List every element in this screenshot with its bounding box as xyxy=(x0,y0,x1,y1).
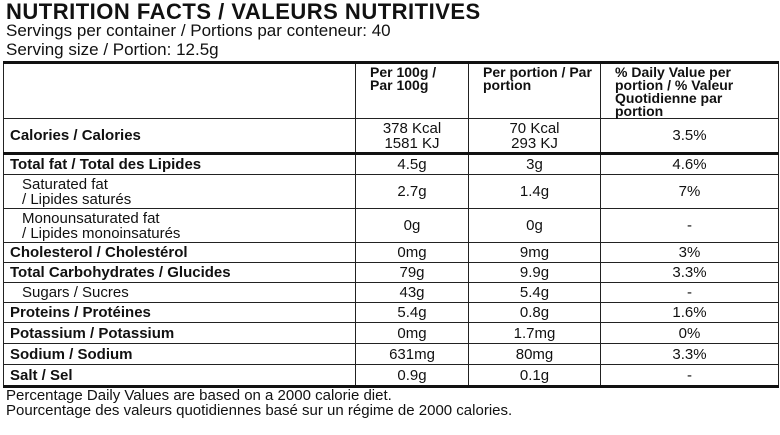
nutrient-row: Total Carbohydrates / Glucides 79g 9.9g 3.3… xyxy=(3,262,779,283)
value-cell: 70 Kcal 293 KJ xyxy=(468,118,601,154)
nutrition-table: Per 100g / Par 100g Per portion / Par por… xyxy=(3,61,779,388)
nutrient-label: Monounsaturated fat / Lipides monoinsatur… xyxy=(3,208,356,243)
cell-line: 70 Kcal xyxy=(509,119,560,137)
value-cell: 378 Kcal 1581 KJ xyxy=(355,118,469,154)
nutrient-row: Total fat / Total des Lipides 4.5g 3g 4.6% xyxy=(3,152,779,175)
nutrient-label: Calories / Calories xyxy=(3,118,356,154)
value-cell: 1.4g xyxy=(468,174,601,209)
value-cell: 1.6% xyxy=(600,302,779,323)
nutrient-label: Saturated fat / Lipides saturés xyxy=(3,174,356,209)
column-header: Per 100g / Par 100g xyxy=(355,62,469,119)
cell-line: 293 KJ xyxy=(511,134,558,152)
footer: Percentage Daily Values are based on a 2… xyxy=(6,388,512,418)
value-cell: 631mg xyxy=(355,343,469,365)
value-cell: 43g xyxy=(355,282,469,303)
nutrient-label: Potassium / Potassium xyxy=(3,322,356,344)
value-cell: 3% xyxy=(600,242,779,263)
value-cell: 0mg xyxy=(355,242,469,263)
nutrient-label: Sodium / Sodium xyxy=(3,343,356,365)
nutrient-label: Cholesterol / Cholestérol xyxy=(3,242,356,263)
value-cell: 1.7mg xyxy=(468,322,601,344)
cell-line: Saturated fat xyxy=(22,175,108,193)
value-cell: 9mg xyxy=(468,242,601,263)
value-cell: 3g xyxy=(468,152,601,175)
footer-line: Pourcentage des valeurs quotidiennes bas… xyxy=(6,402,513,419)
nutrient-row: Calories / Calories 378 Kcal 1581 KJ 70 Kca… xyxy=(3,118,779,154)
nutrient-row: Cholesterol / Cholestérol 0mg 9mg 3% xyxy=(3,242,779,263)
value-cell: 80mg xyxy=(468,343,601,365)
nutrient-row: Sodium / Sodium 631mg 80mg 3.3% xyxy=(3,343,779,365)
value-cell: 0% xyxy=(600,322,779,344)
cell-line: Monounsaturated fat xyxy=(22,209,160,227)
value-cell: 0.9g xyxy=(355,364,469,387)
value-cell: - xyxy=(600,364,779,387)
nutrient-label: Proteins / Protéines xyxy=(3,302,356,323)
value-cell: 0.1g xyxy=(468,364,601,387)
value-cell: 4.5g xyxy=(355,152,469,175)
value-cell: 3.5% xyxy=(600,118,779,154)
nutrient-label: Total Carbohydrates / Glucides xyxy=(3,262,356,283)
cell-line: 378 Kcal xyxy=(382,119,442,137)
title: NUTRITION FACTS / VALEURS NUTRITIVES xyxy=(6,0,481,24)
value-cell: 0g xyxy=(355,208,469,243)
value-cell: 9.9g xyxy=(468,262,601,283)
value-cell: 0g xyxy=(468,208,601,243)
header-row: Per 100g / Par 100g Per portion / Par por… xyxy=(3,62,779,119)
nutrient-row: Proteins / Protéines 5.4g 0.8g 1.6% xyxy=(3,302,779,323)
nutrient-row: Monounsaturated fat / Lipides monoinsatur… xyxy=(3,208,779,243)
column-header: % Daily Value per portion / % Valeur Quo… xyxy=(600,62,779,119)
value-cell: 0mg xyxy=(355,322,469,344)
value-cell: - xyxy=(600,208,779,243)
column-header: Per portion / Par portion xyxy=(468,62,601,119)
value-cell: 0.8g xyxy=(468,302,601,323)
value-cell: 4.6% xyxy=(600,152,779,175)
value-cell: 2.7g xyxy=(355,174,469,209)
nutrient-label: Total fat / Total des Lipides xyxy=(3,152,356,175)
nutrient-label: Sugars / Sucres xyxy=(3,282,356,303)
serving-size: Serving size / Portion: 12.5g xyxy=(6,40,219,59)
cell-line: / Lipides monoinsaturés xyxy=(22,224,181,242)
value-cell: 79g xyxy=(355,262,469,283)
value-cell: 3.3% xyxy=(600,262,779,283)
value-cell: 5.4g xyxy=(355,302,469,323)
cell-line: 1581 KJ xyxy=(384,134,440,152)
nutrient-label: Salt / Sel xyxy=(3,364,356,387)
nutrient-row: Sugars / Sucres 43g 5.4g - xyxy=(3,282,779,303)
value-cell: 5.4g xyxy=(468,282,601,303)
nutrient-row: Potassium / Potassium 0mg 1.7mg 0% xyxy=(3,322,779,344)
value-cell: 7% xyxy=(600,174,779,209)
value-cell: 3.3% xyxy=(600,343,779,365)
nutrient-row: Salt / Sel 0.9g 0.1g - xyxy=(3,364,779,387)
footer-line: Percentage Daily Values are based on a 2… xyxy=(6,387,392,404)
value-cell: - xyxy=(600,282,779,303)
nutrient-row: Saturated fat / Lipides saturés 2.7g 1.4g 7% xyxy=(3,174,779,209)
header-cell xyxy=(3,62,356,119)
servings: Servings per container / Portions par co… xyxy=(6,21,391,40)
cell-line: / Lipides saturés xyxy=(22,190,132,208)
